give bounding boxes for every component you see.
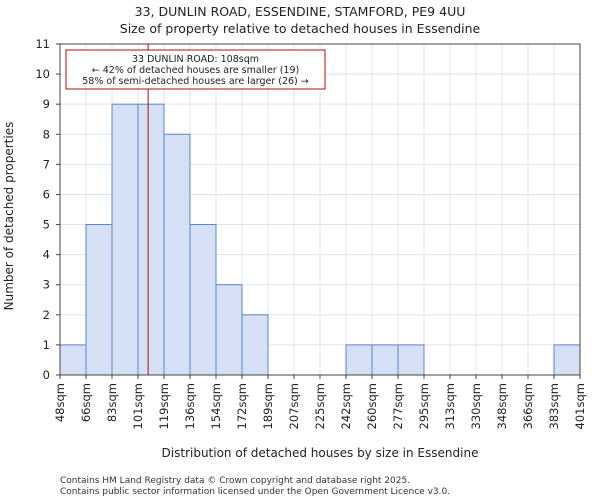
x-tick-label: 101sqm — [131, 383, 145, 429]
x-tick-label: 295sqm — [417, 383, 431, 429]
footer-line-1: Contains HM Land Registry data © Crown c… — [60, 476, 410, 486]
annotation-line-3: 58% of semi-detached houses are larger (… — [82, 76, 309, 87]
y-tick-label: 7 — [43, 157, 50, 171]
y-tick-label: 10 — [35, 67, 50, 81]
x-tick-label: 277sqm — [391, 383, 405, 429]
x-tick-label: 48sqm — [53, 383, 67, 422]
x-tick-label: 154sqm — [209, 383, 223, 429]
bars — [59, 103, 581, 376]
y-tick-label: 8 — [43, 127, 50, 141]
bar — [163, 133, 191, 376]
bar — [59, 344, 87, 376]
bar — [371, 344, 399, 376]
y-axis-ticks: 0 1 2 3 4 5 6 7 8 9 10 11 — [35, 37, 60, 382]
annotation-line-2: ← 42% of detached houses are smaller (19… — [92, 65, 299, 76]
bar — [111, 103, 139, 376]
y-tick-label: 3 — [43, 278, 50, 292]
x-tick-label: 366sqm — [521, 383, 535, 429]
bar — [189, 224, 217, 376]
y-tick-label: 9 — [43, 97, 50, 111]
y-axis-label: Number of detached properties — [2, 122, 16, 311]
annotation-line-1: 33 DUNLIN ROAD: 108sqm — [132, 54, 259, 65]
y-tick-label: 0 — [43, 368, 50, 382]
x-tick-label: 401sqm — [573, 383, 587, 429]
bar — [85, 224, 113, 376]
chart-subtitle: Size of property relative to detached ho… — [120, 21, 481, 36]
x-tick-label: 383sqm — [547, 383, 561, 429]
x-tick-label: 172sqm — [235, 383, 249, 429]
x-tick-label: 83sqm — [105, 383, 119, 422]
y-tick-label: 5 — [43, 218, 50, 232]
y-tick-label: 11 — [35, 37, 50, 51]
x-tick-label: 313sqm — [443, 383, 457, 429]
annotation-border — [65, 49, 326, 90]
bar — [215, 284, 243, 376]
x-tick-label: 136sqm — [183, 383, 197, 429]
x-axis-ticks: 48sqm 66sqm 83sqm 101sqm 119sqm 136sqm 154sqm 1… — [53, 375, 587, 429]
bar — [397, 344, 425, 376]
y-tick-label: 1 — [43, 338, 50, 352]
chart-title: 33, DUNLIN ROAD, ESSENDINE, STAMFORD, PE… — [135, 4, 466, 19]
x-tick-label: 66sqm — [79, 383, 93, 422]
x-tick-label: 225sqm — [313, 383, 327, 429]
bar — [137, 103, 165, 376]
x-tick-label: 260sqm — [365, 383, 379, 429]
x-axis-label: Distribution of detached houses by size … — [162, 446, 479, 460]
y-tick-label: 4 — [43, 248, 50, 262]
x-tick-label: 242sqm — [339, 383, 353, 429]
x-tick-label: 330sqm — [469, 383, 483, 429]
y-tick-label: 2 — [43, 308, 50, 322]
footer-line-2: Contains public sector information licen… — [60, 487, 450, 497]
x-tick-label: 189sqm — [261, 383, 275, 429]
bar — [241, 314, 269, 376]
y-tick-label: 6 — [43, 187, 50, 201]
x-tick-label: 207sqm — [287, 383, 301, 429]
annotation-box: 33 DUNLIN ROAD: 108sqm ← 42% of detached… — [65, 49, 326, 90]
bar — [553, 344, 581, 376]
x-tick-label: 348sqm — [495, 383, 509, 429]
bar — [345, 344, 373, 376]
x-tick-label: 119sqm — [157, 383, 171, 429]
